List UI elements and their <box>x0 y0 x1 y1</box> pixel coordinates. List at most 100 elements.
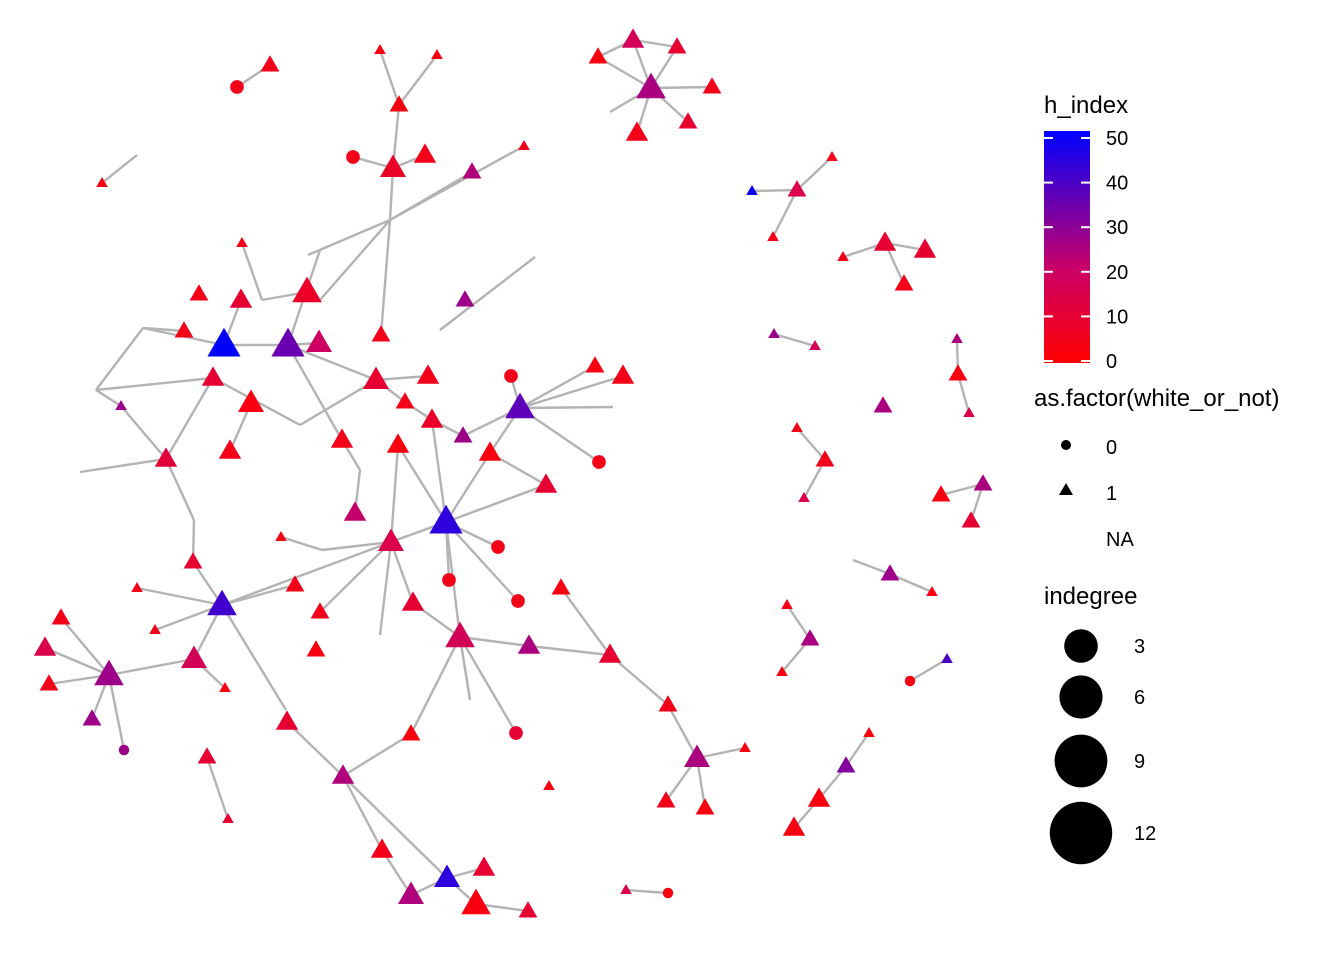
colorbar-tick-label-4: 10 <box>1106 306 1128 328</box>
network-node-6 <box>380 154 406 178</box>
network-node-85 <box>598 643 622 663</box>
network-edge-61 <box>444 452 492 523</box>
network-node-0 <box>230 80 244 94</box>
network-node-99 <box>331 764 355 784</box>
network-node-63 <box>218 439 242 459</box>
network-node-28 <box>951 332 963 344</box>
network-edge-119 <box>852 558 891 576</box>
network-node-22 <box>837 250 849 262</box>
network-edge-96 <box>319 541 392 613</box>
network-edge-85 <box>528 644 611 657</box>
network-node-46 <box>371 325 391 342</box>
network-node-75 <box>131 581 143 593</box>
network-node-69 <box>491 540 505 554</box>
network-node-92 <box>181 645 207 669</box>
network-edge-89 <box>136 586 223 607</box>
network-edge-38 <box>142 326 185 333</box>
network-edge-68 <box>164 377 215 460</box>
network-node-11 <box>588 47 608 64</box>
size-key-circle-1 <box>1059 675 1103 719</box>
network-edge-81 <box>280 535 323 552</box>
network-node-100 <box>543 779 555 791</box>
size-key-label-0: 3 <box>1134 636 1145 658</box>
network-edge-84 <box>459 635 530 648</box>
network-edge-100 <box>666 704 699 759</box>
colorbar-tick-label-2: 30 <box>1106 217 1128 239</box>
network-node-110 <box>926 585 938 597</box>
network-node-116 <box>782 816 806 836</box>
network-edge-80 <box>321 540 392 552</box>
network-edge-73 <box>299 378 377 427</box>
network-edge-102 <box>44 646 110 677</box>
network-node-7 <box>413 143 437 163</box>
network-node-113 <box>863 726 875 738</box>
network-node-55 <box>611 364 635 384</box>
colorbar-tick-label-0: 50 <box>1106 128 1128 150</box>
network-node-79 <box>149 623 161 635</box>
network-node-20 <box>826 150 838 162</box>
network-node-23 <box>873 231 897 251</box>
network-node-42 <box>174 321 194 338</box>
network-node-4 <box>389 95 409 112</box>
network-node-96 <box>222 812 234 824</box>
network-node-111 <box>904 675 916 687</box>
h-index-colorbar-ticks: 50 40 30 20 10 0 <box>1044 128 1128 373</box>
network-edge-63 <box>396 444 448 523</box>
network-node-101 <box>658 695 678 712</box>
network-node-9 <box>518 139 530 151</box>
h-index-legend: h_index 50 40 30 20 10 0 <box>1044 92 1128 373</box>
network-node-61 <box>330 428 354 448</box>
network-node-52 <box>416 364 440 384</box>
network-node-5 <box>346 150 360 164</box>
size-key-label-3: 12 <box>1134 823 1156 845</box>
network-edge-97 <box>378 541 393 636</box>
shape-key-label-2: NA <box>1106 529 1134 551</box>
network-edge-8 <box>389 144 525 222</box>
network-edge-67 <box>79 457 167 474</box>
size-key-circle-0 <box>1064 629 1098 663</box>
network-edge-93 <box>221 540 392 607</box>
network-node-104 <box>656 791 676 808</box>
network-node-32 <box>791 421 803 433</box>
network-node-25 <box>894 274 914 291</box>
network-edge-19 <box>751 188 798 193</box>
colorbar-tick-label-3: 20 <box>1106 262 1128 284</box>
network-node-58 <box>420 408 444 428</box>
network-node-76 <box>207 589 237 616</box>
size-key-circle-2 <box>1054 734 1108 788</box>
network-edge-69 <box>164 458 196 521</box>
network-edge-106 <box>108 657 195 677</box>
network-edges <box>44 38 985 913</box>
network-edge-114 <box>696 746 746 760</box>
network-edge-32 <box>319 219 391 301</box>
network-edge-109 <box>286 721 344 777</box>
network-node-13 <box>667 37 687 54</box>
network-node-118 <box>434 864 460 888</box>
network-node-30 <box>963 406 975 418</box>
network-node-18 <box>746 184 758 196</box>
network-node-112 <box>941 652 953 664</box>
colorbar-tick-label-1: 40 <box>1106 173 1128 195</box>
shape-key-triangle <box>1059 483 1073 495</box>
network-node-53 <box>504 369 518 383</box>
network-edge-46 <box>287 343 377 382</box>
network-edge-42 <box>120 405 167 460</box>
network-node-119 <box>472 856 496 876</box>
network-node-114 <box>836 756 856 773</box>
network-node-117 <box>370 838 394 858</box>
network-node-50 <box>238 389 264 413</box>
network-node-65 <box>592 455 606 469</box>
size-key-label-2: 9 <box>1134 751 1145 773</box>
network-node-108 <box>776 665 788 677</box>
network-edge-1 <box>378 49 401 106</box>
network-edge-99 <box>609 654 669 706</box>
size-key-label-1: 6 <box>1134 687 1145 709</box>
network-node-59 <box>453 426 473 443</box>
size-key-circle-3 <box>1049 801 1113 865</box>
h-index-colorbar <box>1044 131 1090 363</box>
white-or-not-legend: as.factor(white_or_not) 0 1 NA <box>1034 385 1279 551</box>
network-node-62 <box>154 447 178 467</box>
network-node-71 <box>511 594 525 608</box>
network-node-19 <box>787 180 807 197</box>
